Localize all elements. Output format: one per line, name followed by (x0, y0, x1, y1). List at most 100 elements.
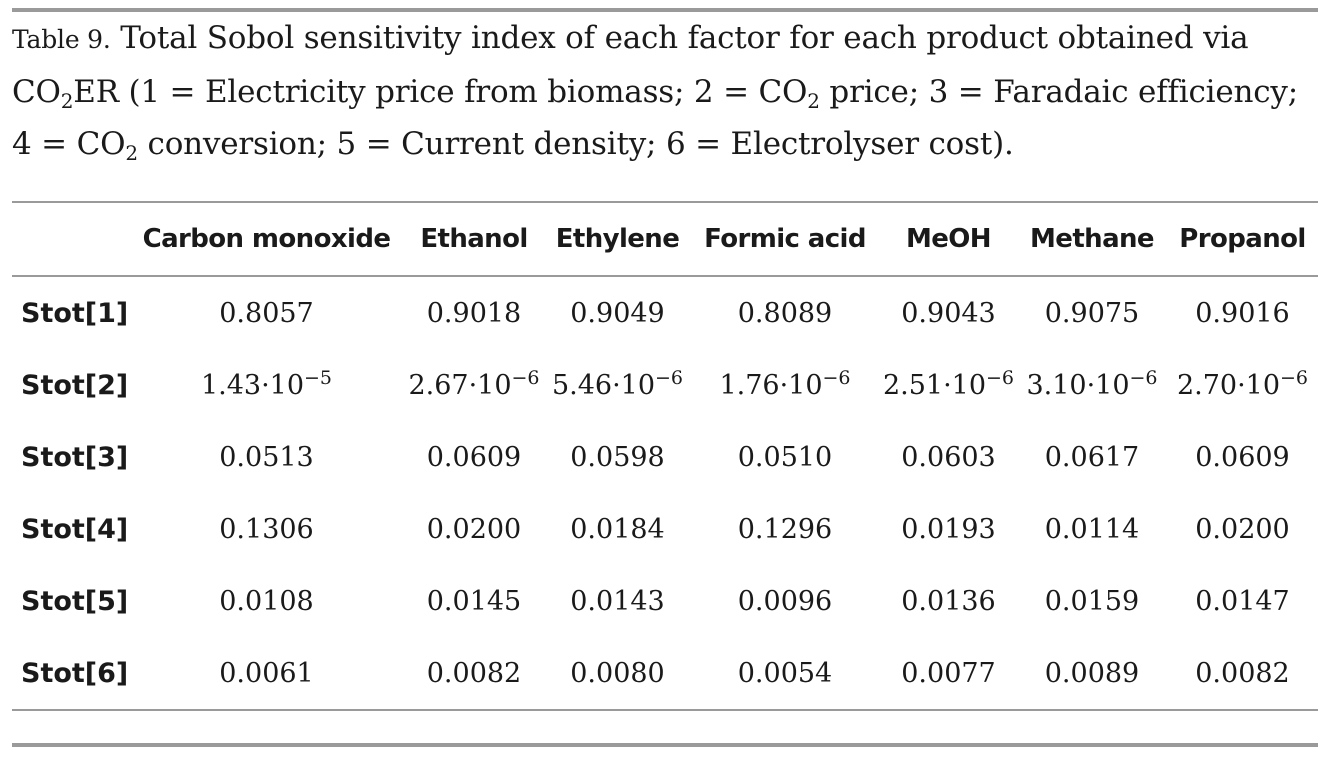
table-cell: 0.0096 (690, 565, 880, 637)
cell-value: 0.8089 (737, 297, 833, 329)
caption-text-2: ER (1 = Electricity price from biomass; … (73, 74, 808, 110)
cell-value: 0.1296 (737, 513, 833, 545)
table-header: Carbon monoxide Ethanol Ethylene Formic … (12, 202, 1318, 276)
row-header: Stot[5] (21, 585, 129, 617)
cell-exponent: −6 (986, 366, 1015, 389)
table-cell: 0.0145 (403, 565, 545, 637)
table-row: Stot[2] 1.43·10−5 2.67·10−6 5.46·10−6 1.76·1… (12, 349, 1318, 421)
cell-value: 0.0609 (1195, 441, 1290, 473)
table-cell: 2.51·10−6 (880, 349, 1017, 421)
cell-exponent: −5 (304, 366, 333, 389)
cell-exponent: −6 (511, 366, 540, 389)
table-cell: 0.0609 (1167, 421, 1318, 493)
cell-value: 0.9043 (901, 297, 996, 329)
cell-value: 1.76·10 (719, 369, 823, 401)
header-row: Carbon monoxide Ethanol Ethylene Formic … (12, 202, 1318, 276)
cell-value: 2.67·10 (408, 369, 512, 401)
table-cell: 0.9049 (545, 276, 690, 349)
caption-subscript-2: 2 (807, 89, 820, 113)
cell-value: 0.0108 (219, 585, 314, 617)
cell-value: 0.0513 (219, 441, 314, 473)
cell-value: 0.9049 (570, 297, 665, 329)
cell-value: 0.0082 (426, 657, 522, 689)
table-cell: 2.67·10−6 (403, 349, 545, 421)
table-cell: 0.8057 (130, 276, 403, 349)
table-cell: 0.0077 (880, 637, 1017, 710)
table-row: Stot[6] 0.0061 0.0082 0.0080 0.0054 0.0077 0.0… (12, 637, 1318, 710)
table-cell: 0.0200 (403, 493, 545, 565)
cell-exponent: −6 (1129, 366, 1158, 389)
table-cell: 0.0089 (1017, 637, 1167, 710)
table-cell: 3.10·10−6 (1017, 349, 1167, 421)
table-cell: 0.0136 (880, 565, 1017, 637)
cell-value: 0.0159 (1044, 585, 1140, 617)
table-cell: 0.0108 (130, 565, 403, 637)
table-cell: 0.0061 (130, 637, 403, 710)
table-cell: 0.0617 (1017, 421, 1167, 493)
table-cell: 0.0159 (1017, 565, 1167, 637)
cell-value: 0.0061 (219, 657, 314, 689)
table-cell: 0.0193 (880, 493, 1017, 565)
cell-exponent: −6 (1280, 366, 1309, 389)
cell-value: 0.0077 (901, 657, 996, 689)
table-cell: 0.9018 (403, 276, 545, 349)
cell-value: 0.1306 (219, 513, 314, 545)
cell-value: 2.51·10 (882, 369, 987, 401)
table-cell: 0.0080 (545, 637, 690, 710)
cell-value: 0.0114 (1044, 513, 1140, 545)
table-cell: 0.0200 (1167, 493, 1318, 565)
column-header-methane: Methane (1030, 224, 1155, 254)
caption-label: Table 9. (12, 25, 111, 54)
column-header-ethylene: Ethylene (555, 224, 680, 254)
cell-value: 0.0603 (901, 441, 996, 473)
column-header-ethanol: Ethanol (420, 224, 528, 254)
cell-value: 0.0136 (901, 585, 996, 617)
table-row: Stot[3] 0.0513 0.0609 0.0598 0.0510 0.0603 0.0… (12, 421, 1318, 493)
table-caption: Table 9. Total Sobol sensitivity index o… (12, 12, 1322, 170)
table-cell: 0.0054 (690, 637, 880, 710)
table-cell: 0.9075 (1017, 276, 1167, 349)
cell-value: 0.0096 (737, 585, 833, 617)
cell-value: 0.0598 (570, 441, 665, 473)
cell-value: 0.9075 (1044, 297, 1140, 329)
cell-exponent: −6 (655, 366, 684, 389)
cell-value: 0.9018 (426, 297, 522, 329)
cell-value: 0.9016 (1195, 297, 1290, 329)
table-cell: 0.0603 (880, 421, 1017, 493)
header-empty-cell (12, 202, 130, 276)
table-cell: 0.0609 (403, 421, 545, 493)
table-cell: 0.0143 (545, 565, 690, 637)
table-cell: 0.0147 (1167, 565, 1318, 637)
cell-value: 0.0147 (1195, 585, 1290, 617)
table-cell: 0.9016 (1167, 276, 1318, 349)
sobol-index-table: Carbon monoxide Ethanol Ethylene Formic … (12, 201, 1318, 711)
table-cell: 0.1306 (130, 493, 403, 565)
table-body: Stot[1] 0.8057 0.9018 0.9049 0.8089 0.9043 0.9… (12, 276, 1318, 710)
table-cell: 1.76·10−6 (690, 349, 880, 421)
cell-value: 0.0080 (570, 657, 665, 689)
column-header-formic-acid: Formic acid (704, 224, 866, 254)
bottom-rule (12, 743, 1318, 747)
cell-value: 1.43·10 (200, 369, 305, 401)
table-cell: 0.0082 (403, 637, 545, 710)
table-cell: 0.0114 (1017, 493, 1167, 565)
row-header: Stot[4] (21, 513, 129, 545)
table-cell: 0.0510 (690, 421, 880, 493)
table-cell: 2.70·10−6 (1167, 349, 1318, 421)
row-header: Stot[3] (21, 441, 129, 473)
caption-subscript-3: 2 (125, 141, 138, 165)
table-container: Carbon monoxide Ethanol Ethylene Formic … (12, 201, 1318, 711)
caption-text-4: conversion; 5 = Current density; 6 = Ele… (137, 126, 1014, 162)
row-header: Stot[6] (21, 657, 129, 689)
column-header-propanol: Propanol (1179, 224, 1306, 254)
table-cell: 0.0513 (130, 421, 403, 493)
cell-value: 0.0617 (1044, 441, 1140, 473)
cell-value: 0.0082 (1195, 657, 1290, 689)
cell-exponent: −6 (822, 366, 851, 389)
cell-value: 0.0609 (426, 441, 522, 473)
cell-value: 0.8057 (219, 297, 314, 329)
cell-value: 0.0089 (1044, 657, 1140, 689)
caption-subscript-1: 2 (60, 89, 74, 113)
table-cell: 0.0598 (545, 421, 690, 493)
